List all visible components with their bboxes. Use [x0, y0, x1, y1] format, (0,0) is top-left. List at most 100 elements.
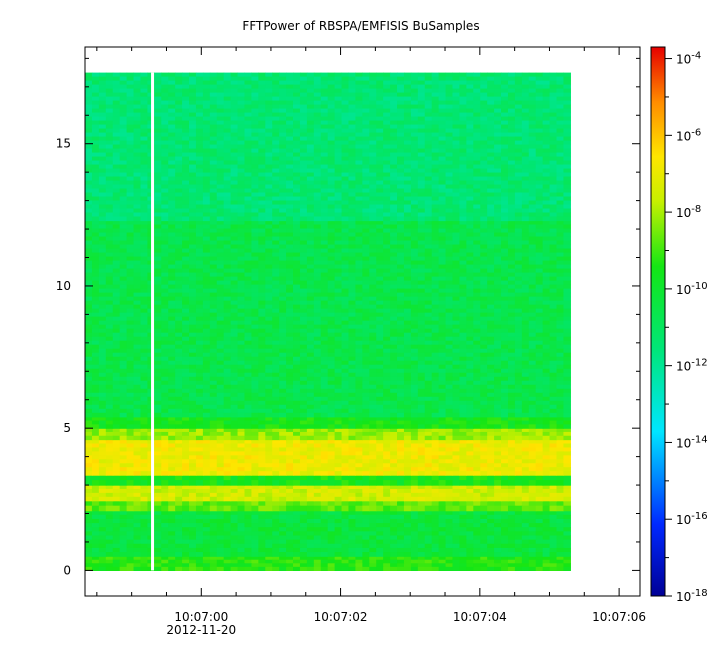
heatmap-cell: [189, 268, 197, 274]
heatmap-cell: [341, 240, 350, 246]
heatmap-cell: [154, 348, 162, 354]
heatmap-cell: [424, 228, 433, 234]
heatmap-cell: [397, 496, 405, 502]
heatmap-cell: [445, 531, 454, 537]
heatmap-cell: [258, 268, 266, 274]
heatmap-cell: [438, 228, 447, 234]
heatmap-cell: [556, 463, 565, 468]
heatmap-cell: [279, 416, 287, 422]
heatmap-cell: [272, 276, 280, 282]
heatmap-cell: [507, 488, 516, 494]
heatmap-cell: [216, 443, 225, 449]
heatmap-cell: [431, 328, 440, 334]
heatmap-cell: [362, 518, 370, 524]
heatmap-cell: [189, 559, 197, 564]
heatmap-cell: [341, 556, 350, 561]
heatmap-cell: [327, 348, 336, 354]
heatmap-cell: [272, 264, 280, 270]
heatmap-cell: [223, 496, 232, 502]
heatmap-cell: [237, 563, 246, 568]
heatmap-cell: [209, 316, 218, 322]
heatmap-cell: [244, 431, 253, 437]
heatmap-cell: [334, 324, 343, 330]
heatmap-cell: [494, 459, 502, 464]
heatmap-cell: [195, 459, 204, 464]
heatmap-cell: [494, 539, 502, 545]
heatmap-cell: [397, 455, 405, 460]
heatmap-cell: [154, 248, 162, 254]
heatmap-cell: [189, 336, 197, 342]
heatmap-cell: [417, 268, 426, 274]
heatmap-cell: [126, 232, 135, 238]
heatmap-cell: [355, 439, 363, 445]
heatmap-cell: [209, 547, 218, 553]
heatmap-cell: [445, 471, 454, 476]
heatmap-cell: [320, 280, 329, 286]
heatmap-cell: [175, 467, 183, 472]
heatmap-cell: [293, 320, 301, 326]
heatmap-cell: [521, 296, 530, 302]
heatmap-cell: [216, 480, 225, 486]
heatmap-cell: [431, 435, 440, 441]
heatmap-cell: [306, 276, 315, 282]
heatmap-cell: [438, 523, 447, 528]
heatmap-cell: [133, 523, 142, 528]
heatmap-cell: [521, 563, 530, 568]
heatmap-cell: [501, 256, 509, 262]
heatmap-cell: [286, 264, 294, 270]
heatmap-cell: [348, 480, 357, 486]
heatmap-cell: [507, 428, 516, 433]
heatmap-cell: [258, 556, 266, 561]
heatmap-cell: [299, 523, 308, 528]
heatmap-cell: [487, 232, 495, 238]
heatmap-cell: [209, 475, 218, 481]
heatmap-cell: [105, 352, 114, 358]
heatmap-cell: [237, 424, 246, 429]
heatmap-cell: [466, 340, 474, 346]
heatmap-cell: [195, 268, 204, 274]
heatmap-cell: [521, 424, 530, 429]
heatmap-cell: [459, 236, 467, 242]
heatmap-cell: [397, 244, 405, 250]
heatmap-cell: [91, 340, 100, 346]
heatmap-cell: [521, 344, 530, 350]
heatmap-cell: [348, 556, 357, 561]
heatmap-cell: [514, 475, 523, 481]
heatmap-cell: [313, 332, 322, 338]
heatmap-cell: [251, 332, 259, 338]
heatmap-cell: [390, 304, 398, 310]
heatmap-cell: [410, 488, 419, 494]
heatmap-cell: [313, 527, 322, 532]
heatmap-cell: [438, 447, 447, 452]
heatmap-cell: [126, 435, 135, 441]
heatmap-cell: [216, 416, 225, 422]
heatmap-cell: [494, 514, 502, 520]
heatmap-cell: [293, 228, 301, 234]
heatmap-cell: [313, 543, 322, 549]
heatmap-cell: [105, 527, 114, 532]
heatmap-cell: [417, 518, 426, 524]
heatmap-cell: [286, 500, 294, 507]
heatmap-cell: [209, 236, 218, 242]
heatmap-cell: [293, 252, 301, 258]
heatmap-cell: [112, 224, 121, 230]
heatmap-cell: [542, 443, 551, 449]
heatmap-cell: [313, 480, 322, 486]
heatmap-cell: [507, 552, 516, 557]
heatmap-cell: [362, 566, 370, 571]
heatmap-cell: [556, 236, 565, 242]
heatmap-cell: [390, 320, 398, 326]
heatmap-cell: [390, 416, 398, 422]
heatmap-cell: [320, 485, 329, 490]
heatmap-cell: [563, 240, 571, 246]
heatmap-cell: [445, 280, 454, 286]
heatmap-cell: [98, 424, 107, 429]
heatmap-cell: [355, 272, 363, 278]
heatmap-cell: [182, 428, 190, 433]
heatmap-cell: [542, 272, 551, 278]
heatmap-cell: [355, 300, 363, 306]
heatmap-cell: [424, 220, 433, 226]
heatmap-cell: [480, 348, 488, 354]
heatmap-cell: [202, 352, 211, 358]
heatmap-cell: [376, 514, 384, 520]
